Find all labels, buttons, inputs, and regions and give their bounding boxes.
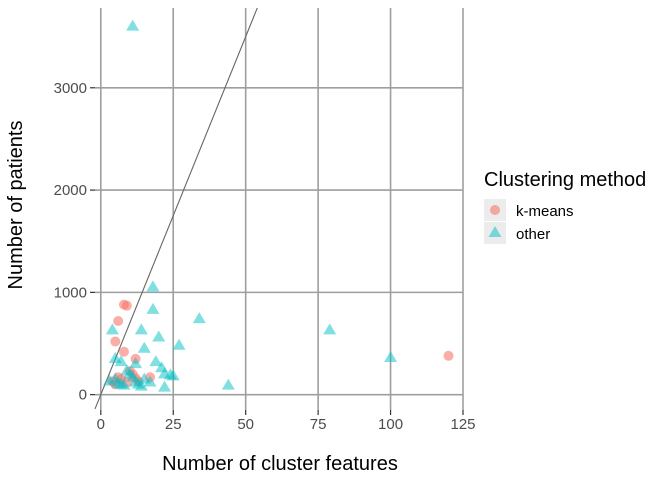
y-axis-title: Number of patients (5, 121, 27, 290)
other-point (114, 377, 128, 389)
other-point (192, 312, 206, 324)
x-tick-label: 75 (310, 416, 327, 433)
data-points (102, 19, 454, 392)
legend-label: k-means (516, 203, 574, 220)
kmeans-point (110, 336, 121, 347)
legend: Clustering method k-means other (484, 169, 646, 244)
y-tick-label: 0 (79, 387, 87, 404)
reference-line (94, 7, 258, 410)
x-tick-label: 125 (450, 416, 475, 433)
other-point (134, 379, 148, 391)
other-point (172, 338, 186, 350)
legend-key-kmeans (490, 205, 500, 215)
kmeans-point (113, 316, 124, 327)
other-point (166, 369, 180, 381)
other-point (384, 351, 398, 363)
x-tick-label: 100 (378, 416, 403, 433)
other-point (137, 341, 151, 353)
other-point (146, 302, 160, 314)
legend-title: Clustering method (484, 169, 646, 191)
other-point (129, 375, 143, 387)
other-point (143, 375, 157, 387)
reference-line-layer (94, 7, 258, 410)
y-tick-label: 2000 (54, 182, 87, 199)
other-point (105, 323, 119, 335)
kmeans-point (121, 300, 132, 311)
other-point (134, 323, 148, 335)
gridlines (95, 8, 464, 410)
other-point (126, 19, 140, 31)
legend-label: other (516, 226, 550, 243)
kmeans-point (443, 350, 454, 361)
other-point (114, 355, 128, 367)
kmeans-point (118, 346, 129, 357)
legend-key-other (488, 226, 502, 237)
other-point (221, 378, 235, 390)
y-tick-label: 1000 (54, 284, 87, 301)
other-point (129, 357, 143, 369)
x-tick-label: 25 (165, 416, 182, 433)
other-point (108, 372, 122, 384)
other-point (152, 330, 166, 342)
other-point (158, 380, 172, 392)
y-tick-label: 3000 (54, 80, 87, 97)
x-tick-label: 50 (237, 416, 254, 433)
other-point (323, 323, 337, 335)
x-axis-title: Number of cluster features (162, 453, 398, 475)
axes: 0 25 50 75 100 125 0 1000 2000 3000 (54, 80, 476, 433)
other-point (146, 280, 160, 292)
x-tick-label: 0 (97, 416, 105, 433)
other-point (149, 355, 163, 367)
